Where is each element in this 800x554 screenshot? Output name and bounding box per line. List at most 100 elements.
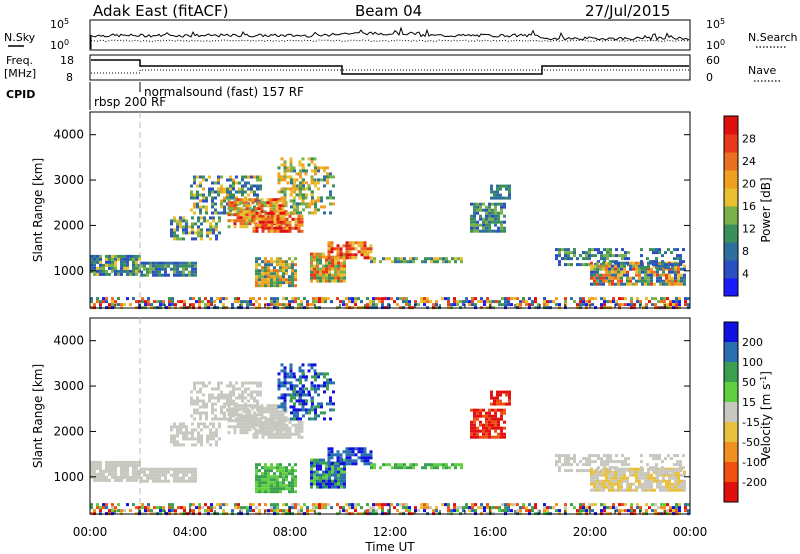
power-data-cell <box>630 297 633 301</box>
velocity-data-cell <box>599 488 602 492</box>
power-data-cell <box>330 247 334 251</box>
power-data-cell <box>653 264 656 268</box>
power-data-cell <box>285 303 288 307</box>
velocity-data-cell <box>594 503 597 507</box>
velocity-data-cell <box>158 476 161 480</box>
power-data-cell <box>473 217 476 221</box>
power-data-cell <box>605 276 608 280</box>
power-data-cell <box>200 234 203 238</box>
power-data-cell <box>665 267 668 271</box>
power-data-cell <box>474 303 477 307</box>
velocity-data-cell <box>143 467 146 471</box>
power-data-cell <box>286 166 290 170</box>
velocity-data-cell <box>567 463 570 467</box>
velocity-data-cell <box>264 478 267 482</box>
power-data-cell <box>282 275 285 279</box>
velocity-data-cell <box>664 457 667 461</box>
power-data-cell <box>596 261 599 265</box>
velocity-data-cell <box>296 414 299 418</box>
velocity-data-cell <box>322 458 325 462</box>
power-data-cell <box>328 273 331 277</box>
power-data-cell <box>558 251 561 255</box>
velocity-data-cell <box>204 503 207 507</box>
power-data-cell <box>264 275 267 279</box>
power-data-cell <box>288 275 291 279</box>
velocity-data-cell <box>217 396 220 400</box>
velocity-data-cell <box>199 390 202 394</box>
velocity-data-cell <box>211 405 214 409</box>
velocity-data-cell <box>670 457 673 461</box>
power-data-cell <box>182 219 185 223</box>
power-data-cell <box>420 300 423 304</box>
velocity-data-cell <box>366 459 370 463</box>
velocity-data-cell <box>457 463 460 467</box>
power-data-cell <box>605 279 608 283</box>
power-data-cell <box>90 266 93 270</box>
velocity-data-cell <box>299 381 302 385</box>
power-data-cell <box>212 216 215 220</box>
velocity-data-cell <box>135 466 138 470</box>
power-data-cell <box>259 175 262 179</box>
velocity-data-cell <box>294 469 297 473</box>
power-data-cell <box>244 181 247 185</box>
power-data-cell <box>319 255 322 259</box>
velocity-data-cell <box>327 459 331 463</box>
power-data-cell <box>664 263 667 267</box>
power-colorbar-swatch <box>724 188 738 207</box>
velocity-data-cell <box>302 390 305 394</box>
power-data-cell <box>311 193 314 197</box>
velocity-data-cell <box>275 410 279 414</box>
power-data-cell <box>343 261 346 265</box>
velocity-data-cell <box>683 482 686 486</box>
power-data-cell <box>310 175 314 179</box>
power-data-cell <box>314 181 317 185</box>
velocity-data-cell <box>295 399 299 403</box>
power-data-cell <box>283 190 287 194</box>
velocity-data-cell <box>596 482 599 486</box>
velocity-data-cell <box>552 506 555 510</box>
velocity-data-cell <box>329 399 332 403</box>
power-data-cell <box>327 256 331 260</box>
power-data-cell <box>161 267 164 271</box>
velocity-data-cell <box>600 457 603 461</box>
freq-left-tick-bottom: 8 <box>66 71 73 84</box>
velocity-data-cell <box>226 384 229 388</box>
power-data-cell <box>683 276 686 280</box>
velocity-data-cell <box>193 417 196 421</box>
power-data-cell <box>99 260 102 264</box>
power-data-cell <box>323 205 326 209</box>
power-data-cell <box>196 193 199 197</box>
velocity-data-cell <box>273 506 276 510</box>
velocity-data-cell <box>308 417 311 421</box>
velocity-data-cell <box>369 453 373 457</box>
power-data-cell <box>229 190 232 194</box>
power-data-cell <box>636 297 639 301</box>
power-data-cell <box>264 211 268 215</box>
velocity-data-cell <box>313 458 316 462</box>
power-data-cell <box>288 263 291 267</box>
power-data-cell <box>329 193 332 197</box>
velocity-data-cell <box>285 426 289 430</box>
power-data-cell <box>605 264 608 268</box>
power-data-cell <box>623 264 626 268</box>
velocity-data-cell <box>117 478 120 482</box>
velocity-data-cell <box>496 399 499 403</box>
power-data-cell <box>199 208 202 212</box>
velocity-data-cell <box>276 475 279 479</box>
power-data-cell <box>488 223 491 227</box>
power-data-cell <box>179 270 182 274</box>
power-data-cell <box>248 222 252 226</box>
velocity-data-cell <box>408 506 411 510</box>
velocity-data-cell <box>279 463 282 467</box>
velocity-data-cell <box>490 402 493 406</box>
velocity-data-cell <box>621 454 624 458</box>
velocity-data-cell <box>255 432 259 436</box>
velocity-data-cell <box>311 375 314 379</box>
power-data-cell <box>285 272 288 276</box>
power-data-cell <box>277 199 281 203</box>
power-data-cell <box>280 175 284 179</box>
velocity-data-cell <box>259 381 262 385</box>
power-data-cell <box>555 248 558 252</box>
velocity-data-cell <box>576 463 579 467</box>
power-data-cell <box>313 252 316 256</box>
